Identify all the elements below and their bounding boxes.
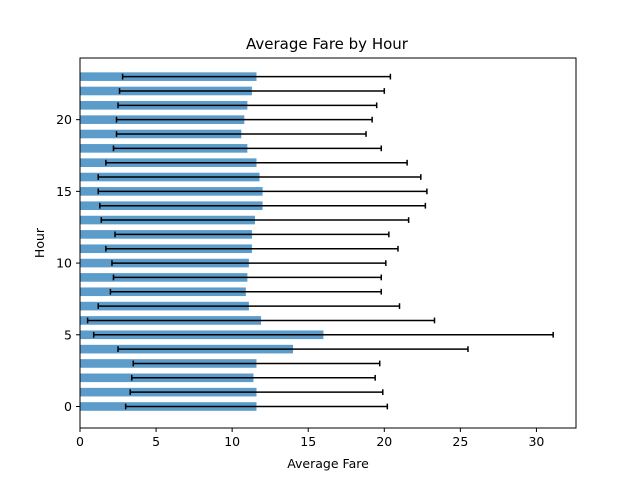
x-tick-label: 0 [76, 434, 84, 449]
y-tick-label: 20 [56, 112, 72, 127]
x-axis-ticks: 0 5 10 15 20 25 30 [76, 428, 544, 449]
x-tick-label: 5 [152, 434, 160, 449]
y-tick-label: 10 [56, 256, 72, 271]
error-bars-layer [86, 73, 554, 410]
y-tick-label: 15 [56, 184, 72, 199]
x-tick-label: 20 [376, 434, 392, 449]
y-axis-label: Hour [32, 227, 47, 258]
y-axis-ticks: 0 5 10 15 20 [56, 112, 80, 414]
x-tick-label: 30 [528, 434, 544, 449]
y-tick-label: 5 [64, 327, 72, 342]
plot-frame [79, 57, 577, 429]
x-tick-label: 10 [224, 434, 240, 449]
x-tick-label: 15 [300, 434, 316, 449]
y-tick-label: 0 [64, 399, 72, 414]
chart-title: Average Fare by Hour [246, 35, 409, 53]
x-tick-label: 25 [452, 434, 468, 449]
x-axis-label: Average Fare [287, 456, 369, 471]
